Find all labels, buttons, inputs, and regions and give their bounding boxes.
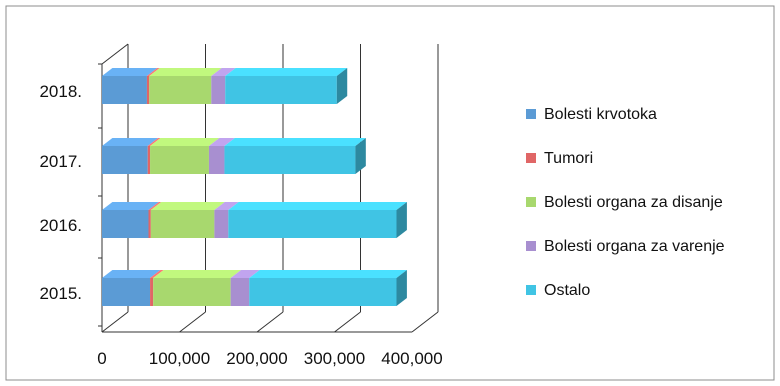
bar-side-face [396, 270, 407, 306]
bar-segment [230, 278, 250, 306]
bar-top-face [224, 138, 366, 146]
floor-gridline [334, 311, 361, 333]
legend-label: Ostalo [544, 282, 590, 299]
bar-top-face [149, 68, 222, 76]
bar-segment [225, 76, 337, 104]
bar-top-face [230, 270, 260, 278]
bar-top-face [147, 138, 161, 146]
chart-frame [5, 5, 775, 381]
y-tick-label: 2018. [39, 82, 82, 101]
bar-segment [148, 210, 151, 238]
legend-swatch [526, 109, 536, 119]
legend-label: Tumori [544, 150, 593, 167]
bar-side-face [355, 138, 366, 174]
bar-segment [146, 76, 150, 104]
bars [102, 68, 407, 306]
legend-swatch [526, 285, 536, 295]
bar-segment [249, 278, 397, 306]
bar-segment [150, 146, 209, 174]
legend-label: Bolesti organa za varenje [544, 238, 725, 255]
y-tick-label: 2017. [39, 152, 82, 171]
y-tick-label: 2015. [39, 284, 82, 303]
floor-gridline [179, 311, 206, 333]
legend-label: Bolesti krvotoka [544, 106, 657, 123]
bar-segment [211, 76, 226, 104]
bar-top-face [225, 68, 348, 76]
bar-side-face [336, 68, 348, 104]
legend: Bolesti krvotoka Tumori Bolesti organa za … [526, 106, 725, 299]
x-tick-label: 0 [97, 349, 106, 368]
bar-top-face [249, 270, 407, 278]
y-tick-labels: 2015. 2016. 2017. 2018. [39, 82, 82, 303]
x-tick-labels: 0 100,000 200,000 300,000 400,000 [97, 349, 442, 368]
bar-segment [224, 146, 356, 174]
x-tick-label: 200,000 [226, 349, 287, 368]
bar-segment [214, 210, 229, 238]
bar-segment [102, 76, 147, 104]
bar-segment [102, 210, 149, 238]
bar-top-face [150, 202, 225, 210]
bar-segment [102, 146, 148, 174]
floor-gridline [256, 311, 284, 333]
bar-segment [150, 278, 154, 306]
x-tick-label: 400,000 [381, 349, 442, 368]
bar-top-face [153, 270, 242, 278]
bar-side-face [396, 202, 407, 238]
bar-segment [149, 76, 212, 104]
bar-top-face [146, 68, 160, 76]
bar-top-face [208, 138, 235, 146]
x-tick-label: 100,000 [149, 349, 210, 368]
bar-top-face [102, 138, 159, 146]
bar-top-face [150, 270, 164, 278]
bar-top-face [148, 202, 162, 210]
legend-swatch [526, 197, 536, 207]
bar-segment [153, 278, 231, 306]
bar-top-face [102, 202, 159, 210]
legend-swatch [526, 153, 536, 163]
bar-segment [228, 210, 397, 238]
bar-segment [102, 278, 151, 306]
bar-segment [147, 146, 151, 174]
floor-gridline [101, 311, 129, 333]
bar-segment [150, 210, 215, 238]
x-tick-label: 300,000 [304, 349, 365, 368]
bar-top-face [150, 138, 220, 146]
bar-top-face [228, 202, 407, 210]
wall-edge [101, 43, 129, 65]
bar-top-face [214, 202, 239, 210]
y-tick-label: 2016. [39, 216, 82, 235]
bar-segment [208, 146, 225, 174]
bar-top-face [211, 68, 236, 76]
bar-top-face [102, 270, 161, 278]
legend-label: Bolesti organa za disanje [544, 194, 723, 211]
bar-top-face [102, 68, 158, 76]
legend-swatch [526, 241, 536, 251]
floor-gridline [411, 311, 439, 333]
